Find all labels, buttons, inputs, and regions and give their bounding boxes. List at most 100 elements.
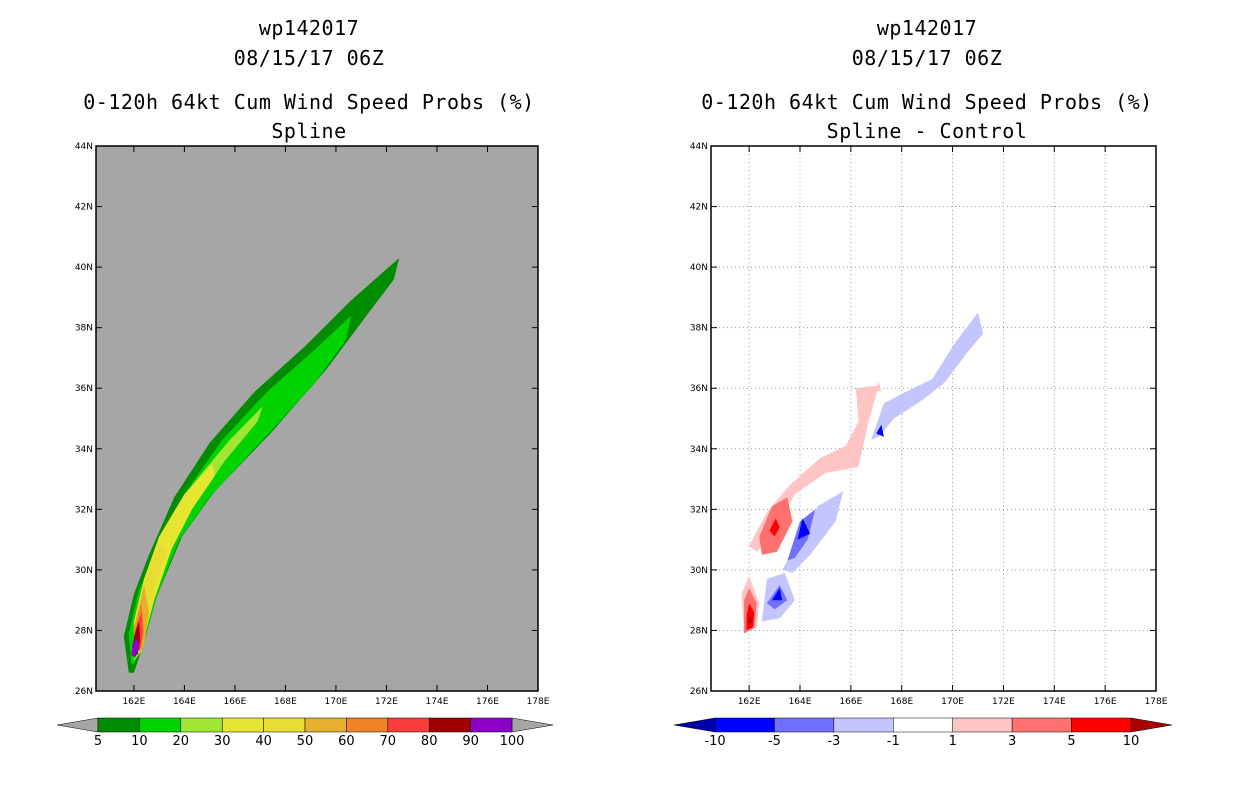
colorbar-box bbox=[97, 717, 140, 733]
spline-chart: 162E 164E 166E 168E 170E 172E 174E 176E 178E 26N 2… bbox=[56, 142, 554, 749]
colorbar-box bbox=[833, 717, 894, 733]
y-tick-label: 42N bbox=[75, 203, 93, 213]
y-tick-label: 28N bbox=[75, 626, 93, 636]
contour-level-10 bbox=[747, 615, 752, 623]
y-tick-label: 38N bbox=[690, 324, 708, 334]
colorbar-box bbox=[139, 717, 182, 733]
product-title: 0-120h 64kt Cum Wind Speed Probs (%) bbox=[701, 90, 1153, 114]
colorbar-box bbox=[221, 717, 264, 733]
colorbar-box bbox=[952, 717, 1013, 733]
x-tick-label: 176E bbox=[476, 697, 499, 707]
subtitle: Spline bbox=[271, 119, 347, 143]
contour-level-100 bbox=[131, 638, 139, 658]
x-tick-label: 164E bbox=[789, 697, 812, 707]
y-tick-label: 34N bbox=[75, 445, 93, 455]
contour-level-5 bbox=[769, 518, 780, 537]
x-tick-label: 166E bbox=[223, 697, 246, 707]
x-tick-label: 172E bbox=[375, 697, 398, 707]
colorbar-low-arrow bbox=[56, 717, 99, 733]
x-tick-label: 174E bbox=[1043, 697, 1066, 707]
y-tick-label: 30N bbox=[690, 566, 708, 576]
colorbar-box bbox=[714, 717, 775, 733]
colorbar-label: -1 bbox=[887, 734, 900, 749]
colorbar-label: -5 bbox=[768, 734, 781, 749]
product-title: 0-120h 64kt Cum Wind Speed Probs (%) bbox=[83, 90, 535, 114]
colorbar-low-arrow bbox=[673, 717, 716, 733]
x-tick-label: 176E bbox=[1094, 697, 1117, 707]
y-tick-label: 32N bbox=[75, 505, 93, 515]
colorbar-label: 100 bbox=[500, 734, 525, 749]
x-tick-label: 170E bbox=[325, 697, 348, 707]
colorbar-label: 5 bbox=[1067, 734, 1075, 749]
colorbar-box bbox=[346, 717, 389, 733]
plot-background bbox=[96, 146, 538, 691]
datetime-title: 08/15/17 06Z bbox=[851, 46, 1003, 70]
x-tick-label: 174E bbox=[426, 697, 449, 707]
contour-level-neg1 bbox=[871, 312, 984, 440]
colorbar-label: 70 bbox=[380, 734, 397, 749]
y-tick-label: 28N bbox=[690, 626, 708, 636]
colorbar-label: 60 bbox=[338, 734, 355, 749]
spline-control-panel: wp142017 08/15/17 06Z 0-120h 64kt Cum Wi… bbox=[618, 0, 1236, 800]
contour-level-5 bbox=[123, 258, 400, 673]
colorbar-label: 90 bbox=[462, 734, 479, 749]
y-tick-label: 30N bbox=[75, 566, 93, 576]
colorbar-label: 30 bbox=[214, 734, 231, 749]
contour-level-neg5 bbox=[876, 424, 884, 437]
x-tick-label: 172E bbox=[992, 697, 1015, 707]
contour-level-10 bbox=[128, 315, 352, 664]
colorbar-label: 5 bbox=[94, 734, 102, 749]
colorbar-box bbox=[304, 717, 347, 733]
contour-level-neg5 bbox=[772, 588, 783, 601]
x-tick-label: 162E bbox=[122, 697, 145, 707]
datetime-title: 08/15/17 06Z bbox=[233, 46, 385, 70]
y-tick-label: 38N bbox=[75, 324, 93, 334]
spline-panel: wp142017 08/15/17 06Z 0-120h 64kt Cum Wi… bbox=[56, 16, 554, 749]
colorbar-label: 40 bbox=[255, 734, 272, 749]
colorbar-label: 1 bbox=[949, 734, 957, 749]
x-tick-label: 168E bbox=[890, 697, 913, 707]
plot-frame bbox=[95, 145, 539, 692]
y-tick-label: 42N bbox=[690, 203, 708, 213]
y-tick-label: 36N bbox=[690, 384, 708, 394]
colorbar-high-arrow bbox=[1130, 717, 1173, 733]
colorbar-label: 50 bbox=[297, 734, 314, 749]
colorbar-box bbox=[180, 717, 223, 733]
plot-frame bbox=[710, 145, 1157, 692]
x-tick-label: 168E bbox=[274, 697, 297, 707]
x-tick-label: 164E bbox=[173, 697, 196, 707]
colorbar-box bbox=[428, 717, 471, 733]
y-tick-label: 34N bbox=[690, 445, 708, 455]
contour-level-1 bbox=[873, 382, 882, 392]
colorbar-box bbox=[893, 717, 953, 733]
contour-level-neg5 bbox=[797, 518, 811, 540]
colorbar-box bbox=[470, 717, 513, 733]
colorbar-box bbox=[387, 717, 430, 733]
x-tick-label: 178E bbox=[527, 697, 550, 707]
y-tick-label: 44N bbox=[690, 142, 708, 152]
colorbar-high-arrow bbox=[511, 717, 554, 733]
y-tick-label: 26N bbox=[690, 687, 708, 697]
colorbar-label: 10 bbox=[1123, 734, 1140, 749]
subtitle: Spline - Control bbox=[826, 119, 1028, 143]
colorbar-label: -3 bbox=[827, 734, 840, 749]
x-tick-label: 166E bbox=[839, 697, 862, 707]
colorbar-label: -10 bbox=[704, 734, 725, 749]
x-tick-label: 170E bbox=[941, 697, 964, 707]
y-tick-label: 26N bbox=[75, 687, 93, 697]
colorbar-label: 3 bbox=[1008, 734, 1016, 749]
y-tick-label: 44N bbox=[75, 142, 93, 152]
x-tick-label: 162E bbox=[738, 697, 761, 707]
y-tick-label: 32N bbox=[690, 505, 708, 515]
spline-control-chart: 162E 164E 166E 168E 170E 172E 174E 176E 178E 26N 2… bbox=[673, 142, 1173, 749]
colorbar-box bbox=[263, 717, 306, 733]
colorbar-box bbox=[1011, 717, 1072, 733]
colorbar-box bbox=[774, 717, 835, 733]
y-tick-label: 40N bbox=[75, 263, 93, 273]
colorbar-label: 80 bbox=[421, 734, 438, 749]
y-tick-label: 36N bbox=[75, 384, 93, 394]
storm-id-title: wp142017 bbox=[876, 16, 978, 40]
colorbar-box bbox=[1071, 717, 1132, 733]
y-tick-label: 40N bbox=[690, 263, 708, 273]
colorbar-label: 10 bbox=[131, 734, 148, 749]
